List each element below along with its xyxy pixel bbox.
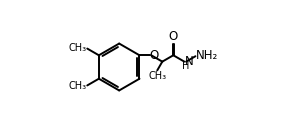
Text: O: O [169,30,178,43]
Text: O: O [150,49,159,62]
Text: CH₃: CH₃ [148,71,166,81]
Text: CH₃: CH₃ [68,43,87,53]
Text: N: N [185,55,193,68]
Text: CH₃: CH₃ [68,81,87,91]
Text: H: H [182,61,190,71]
Text: NH₂: NH₂ [196,49,218,62]
